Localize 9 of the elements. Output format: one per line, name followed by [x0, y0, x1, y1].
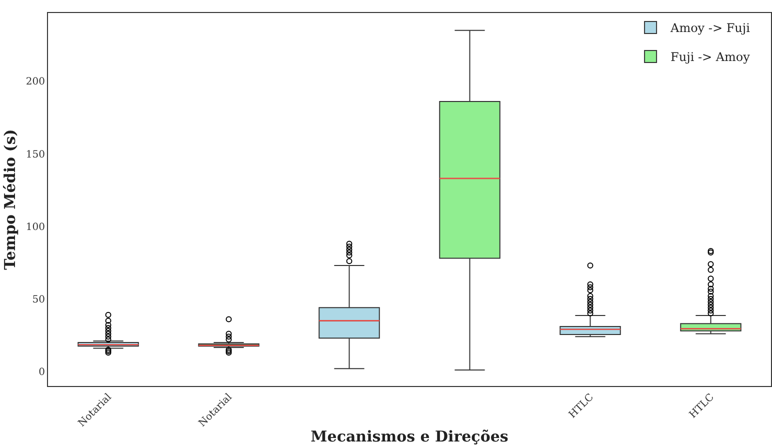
legend-label: Amoy -> Fuji: [670, 21, 750, 36]
legend-label: Fuji -> Amoy: [670, 50, 750, 64]
y-tick-label: 150: [26, 149, 45, 160]
y-tick-label: 100: [26, 222, 45, 233]
x-axis-title: Mecanismos e Direções: [310, 427, 508, 446]
y-tick-label: 50: [32, 294, 45, 306]
y-axis-title: Tempo Médio (s): [1, 129, 20, 270]
y-tick-label: 0: [38, 366, 45, 378]
y-tick-label: 200: [26, 76, 45, 88]
